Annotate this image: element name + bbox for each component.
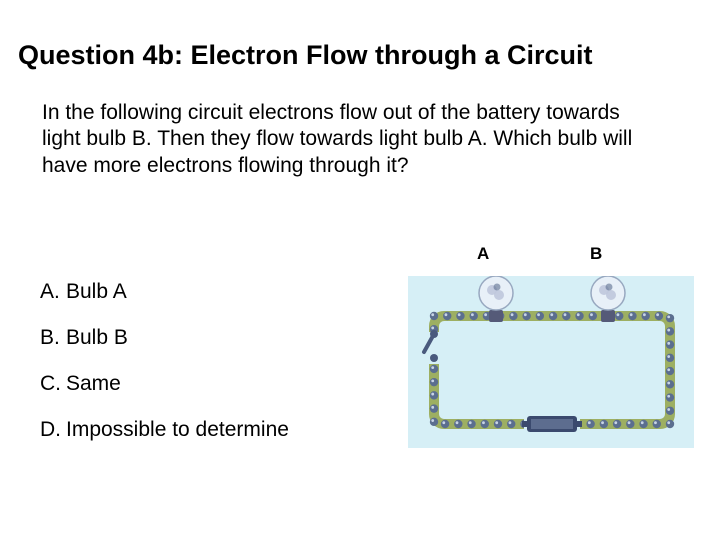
answer-text: Same	[66, 372, 121, 395]
answer-letter: C.	[40, 372, 66, 396]
answer-option: B.Bulb B	[40, 326, 289, 350]
circuit-diagram	[408, 276, 694, 448]
bulb-label-b: B	[590, 244, 602, 264]
answer-list: A.Bulb A B.Bulb B C.Same D.Impossible to…	[40, 280, 289, 464]
answer-text: Impossible to determine	[66, 418, 289, 441]
answer-text: Bulb B	[66, 326, 128, 349]
answer-text: Bulb A	[66, 280, 127, 303]
answer-letter: A.	[40, 280, 66, 304]
answer-option: A.Bulb A	[40, 280, 289, 304]
answer-option: D.Impossible to determine	[40, 418, 289, 442]
question-title: Question 4b: Electron Flow through a Cir…	[18, 40, 593, 71]
bulb-label-a: A	[477, 244, 489, 264]
answer-option: C.Same	[40, 372, 289, 396]
answer-letter: D.	[40, 418, 66, 442]
question-body: In the following circuit electrons flow …	[42, 100, 642, 179]
answer-letter: B.	[40, 326, 66, 350]
